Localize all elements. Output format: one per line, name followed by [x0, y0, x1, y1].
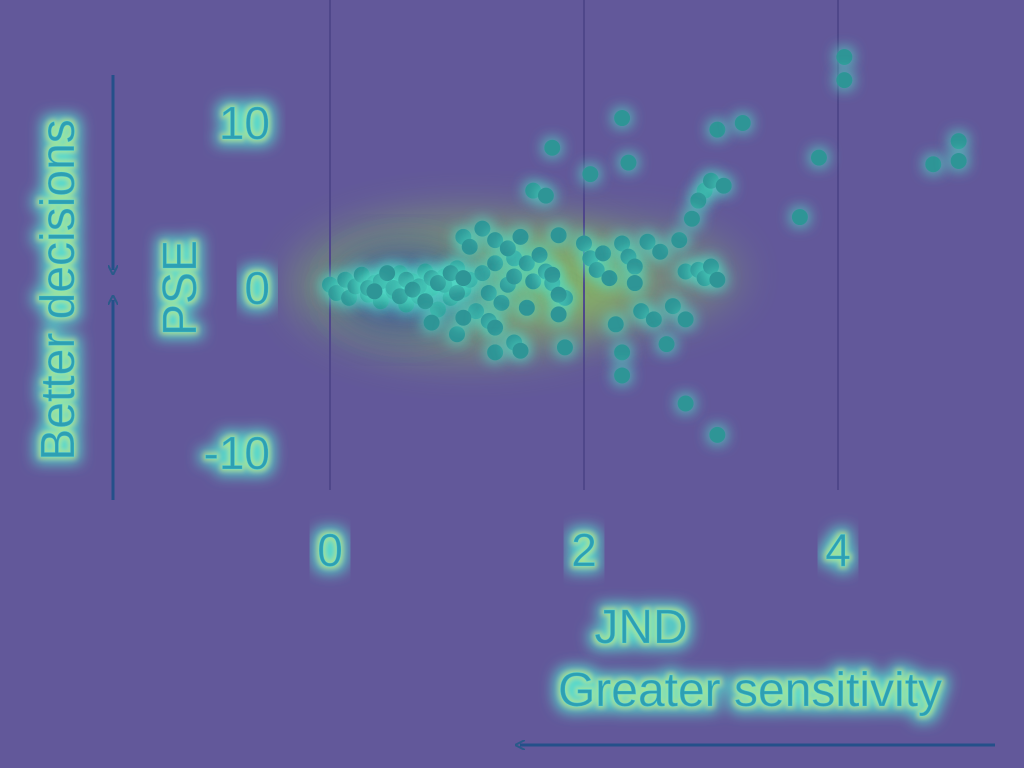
y-axis-title: PSE [154, 240, 207, 336]
x-tick-label: 4 [825, 524, 851, 576]
data-point [735, 115, 751, 131]
data-point [671, 232, 687, 248]
data-point [608, 316, 624, 332]
better-decisions-label: Better decisions [32, 119, 85, 461]
greater-sensitivity-label: Greater sensitivity [558, 664, 942, 717]
data-point [424, 315, 440, 331]
data-point [640, 234, 656, 250]
data-point [487, 320, 503, 336]
data-point [532, 247, 548, 263]
data-point [474, 221, 490, 237]
y-tick-label: 0 [244, 262, 270, 314]
x-axis-title: JND [594, 601, 687, 654]
data-point [379, 265, 395, 281]
data-point [716, 178, 732, 194]
data-point [551, 306, 567, 322]
data-point [449, 285, 465, 301]
data-point [595, 245, 611, 261]
data-point [538, 188, 554, 204]
data-point [659, 336, 675, 352]
data-point [405, 282, 421, 298]
data-point [544, 140, 560, 156]
data-point [430, 275, 446, 291]
data-point [557, 339, 573, 355]
data-point [449, 326, 465, 342]
data-point [417, 293, 433, 309]
data-point [455, 270, 471, 286]
data-point [487, 255, 503, 271]
data-point [513, 343, 529, 359]
data-point [709, 427, 725, 443]
data-point [614, 110, 630, 126]
data-point [500, 240, 516, 256]
y-tick-label: 10 [219, 97, 270, 149]
data-point [614, 367, 630, 383]
data-point [519, 300, 535, 316]
data-point [455, 310, 471, 326]
data-point [481, 285, 497, 301]
data-point [684, 211, 700, 227]
data-point [792, 209, 808, 225]
data-point [487, 344, 503, 360]
x-tick-label: 0 [317, 524, 343, 576]
data-point [513, 229, 529, 245]
data-point [601, 270, 617, 286]
data-point [646, 311, 662, 327]
data-point [493, 295, 509, 311]
data-point [366, 283, 382, 299]
y-tick-label: -10 [204, 427, 270, 479]
data-point [551, 227, 567, 243]
data-point [474, 265, 490, 281]
data-point [836, 49, 852, 65]
x-tick-label: 2 [571, 524, 597, 576]
data-point [576, 235, 592, 251]
data-point [709, 122, 725, 138]
data-point [620, 155, 636, 171]
data-point [544, 267, 560, 283]
data-point [678, 396, 694, 412]
data-point [836, 72, 852, 88]
data-point [652, 244, 668, 260]
data-point [665, 298, 681, 314]
data-point [462, 239, 478, 255]
data-point [709, 272, 725, 288]
data-point [678, 311, 694, 327]
data-point [525, 273, 541, 289]
data-point [925, 156, 941, 172]
data-point [506, 268, 522, 284]
data-point [582, 166, 598, 182]
data-point [690, 193, 706, 209]
data-point [951, 153, 967, 169]
data-point [551, 287, 567, 303]
data-point [951, 133, 967, 149]
data-point [811, 150, 827, 166]
data-point [627, 275, 643, 291]
data-point [627, 259, 643, 275]
data-point [614, 344, 630, 360]
